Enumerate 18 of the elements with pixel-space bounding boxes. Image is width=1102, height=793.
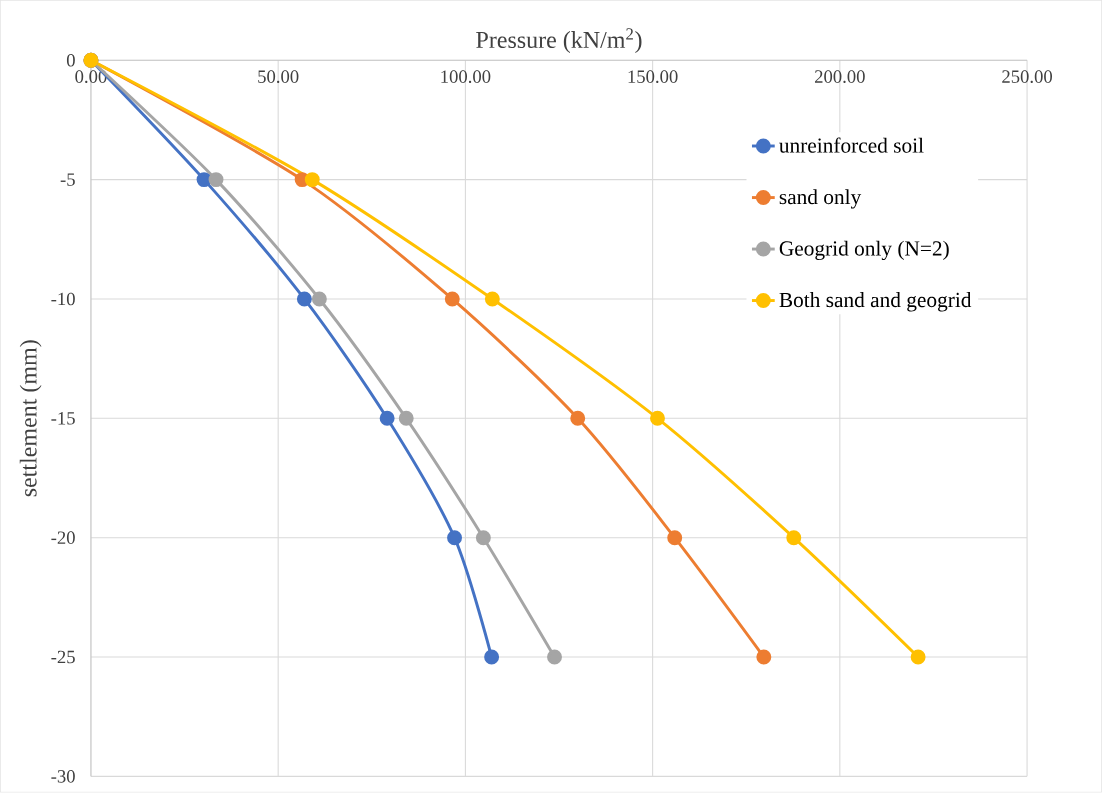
y-tick-label: -15 [51,412,75,425]
x-axis-title: Pressure (kN/m$^{2}$) [476,28,642,54]
x-tick-label: 50.00 [258,70,299,84]
legend-label: sand only [779,189,862,209]
x-tick-label: 100.00 [441,70,491,84]
y-tick-label: 0 [66,54,75,67]
legend-label: Geogrid only (N=2) [779,240,949,261]
y-axis-title: settlement (mm) [19,340,42,497]
x-tick-label: 200.00 [814,70,865,84]
y-tick-label: -30 [51,770,75,783]
x-tick-label: 250.00 [1002,70,1053,84]
legend-label: unreinforced soil [779,137,924,153]
y-tick-label: -20 [51,531,75,545]
y-tick-label: -25 [51,650,75,664]
y-tick-label: -10 [51,292,75,306]
x-tick-label: 150.00 [628,70,678,84]
legend-label: Both sand and geogrid [779,292,972,312]
y-tick-label: -5 [60,173,75,187]
